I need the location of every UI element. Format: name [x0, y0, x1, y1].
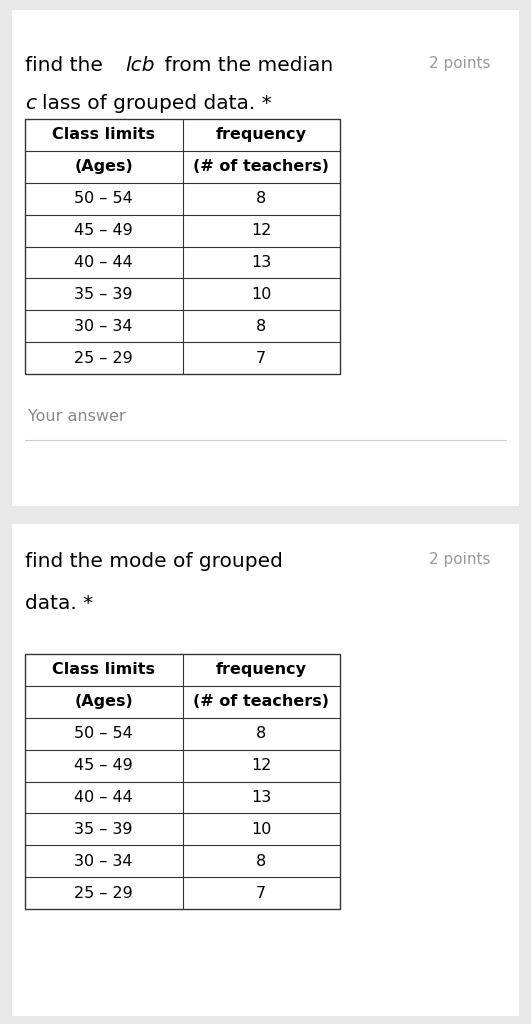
Text: 7: 7 — [256, 886, 267, 900]
Text: (Ages): (Ages) — [74, 160, 133, 174]
Text: 25 – 29: 25 – 29 — [74, 350, 133, 366]
Text: 12: 12 — [251, 223, 271, 238]
Text: (Ages): (Ages) — [74, 694, 133, 710]
Text: from the median: from the median — [158, 56, 333, 75]
Text: 13: 13 — [251, 790, 271, 805]
Text: 10: 10 — [251, 822, 271, 837]
Text: Class limits: Class limits — [52, 663, 155, 678]
Text: frequency: frequency — [216, 663, 307, 678]
Text: 35 – 39: 35 – 39 — [74, 822, 133, 837]
Text: 8: 8 — [256, 191, 267, 206]
Text: 10: 10 — [251, 287, 271, 302]
Text: find the: find the — [25, 56, 109, 75]
Text: Class limits: Class limits — [52, 127, 155, 142]
Text: 12: 12 — [251, 758, 271, 773]
Text: c: c — [25, 94, 36, 113]
Text: 13: 13 — [251, 255, 271, 270]
Text: 30 – 34: 30 – 34 — [74, 318, 133, 334]
Text: data. *: data. * — [25, 594, 93, 613]
Text: 8: 8 — [256, 318, 267, 334]
Text: lcb: lcb — [125, 56, 155, 75]
Text: 50 – 54: 50 – 54 — [74, 726, 133, 741]
Text: 50 – 54: 50 – 54 — [74, 191, 133, 206]
Text: 40 – 44: 40 – 44 — [74, 790, 133, 805]
FancyBboxPatch shape — [2, 0, 529, 516]
Text: 40 – 44: 40 – 44 — [74, 255, 133, 270]
Text: Your answer: Your answer — [28, 409, 126, 424]
Text: (# of teachers): (# of teachers) — [193, 160, 329, 174]
Text: 25 – 29: 25 – 29 — [74, 886, 133, 900]
FancyBboxPatch shape — [2, 514, 529, 1024]
Text: 45 – 49: 45 – 49 — [74, 223, 133, 238]
Text: 2 points: 2 points — [429, 56, 490, 71]
Text: lass of grouped data. *: lass of grouped data. * — [42, 94, 272, 113]
Text: 2 points: 2 points — [429, 552, 490, 567]
Text: 7: 7 — [256, 350, 267, 366]
Text: 8: 8 — [256, 726, 267, 741]
Text: 45 – 49: 45 – 49 — [74, 758, 133, 773]
Text: frequency: frequency — [216, 127, 307, 142]
Text: (# of teachers): (# of teachers) — [193, 694, 329, 710]
Text: find the mode of grouped: find the mode of grouped — [25, 552, 283, 571]
Text: 35 – 39: 35 – 39 — [74, 287, 133, 302]
Text: 8: 8 — [256, 854, 267, 868]
Text: 30 – 34: 30 – 34 — [74, 854, 133, 868]
